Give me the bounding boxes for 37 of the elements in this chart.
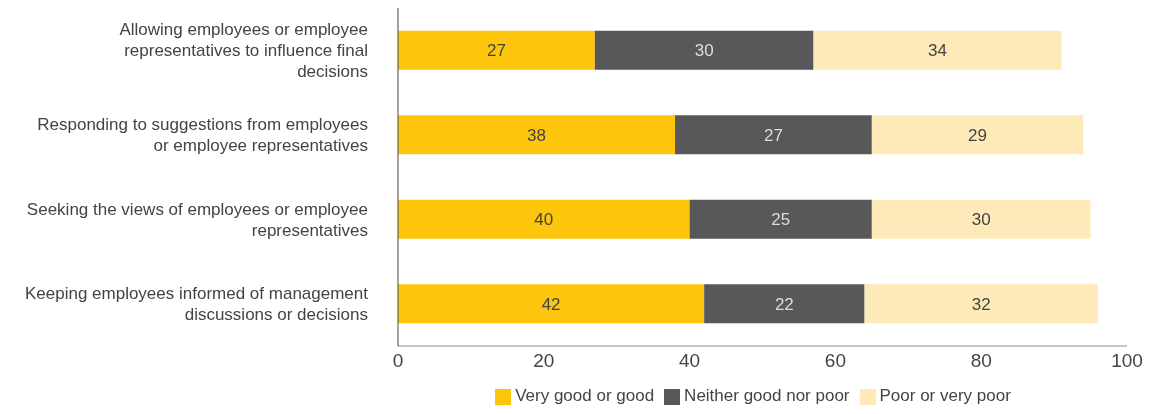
x-tick-label: 80 (970, 350, 992, 372)
legend-label: Very good or good (515, 386, 655, 405)
data-label: 25 (771, 210, 791, 230)
y-tick-label: Allowing employees or employee representatives to influence final decisions (119, 20, 368, 82)
bar (864, 284, 1098, 324)
bar (398, 199, 690, 239)
data-label: 29 (968, 125, 988, 145)
bar (398, 115, 676, 155)
bar (871, 115, 1084, 155)
y-tick-label: Seeking the views of employees or employee representatives (26, 199, 368, 240)
bar (398, 30, 595, 70)
data-label: 38 (527, 125, 546, 145)
x-tick-label: 60 (824, 350, 846, 372)
data-label: 40 (534, 210, 554, 230)
bar (689, 199, 872, 239)
x-tick-label: 100 (1111, 350, 1143, 372)
x-tick-label: 40 (679, 350, 701, 372)
bar (813, 30, 1062, 70)
bar (675, 115, 872, 155)
bar (398, 284, 705, 324)
data-label: 30 (694, 41, 714, 61)
data-label: 32 (971, 294, 991, 314)
x-tick-label: 0 (392, 350, 404, 372)
data-label: 30 (971, 210, 991, 230)
legend-label: Neither good nor poor (684, 386, 850, 405)
data-label: 34 (928, 41, 947, 61)
bar (871, 199, 1091, 239)
data-label: 22 (774, 294, 794, 314)
bar (704, 284, 865, 324)
legend-label: Poor or very poor (879, 386, 1011, 405)
y-tick-label: Responding to suggestions from employees or employee representatives (37, 115, 368, 156)
data-label: 27 (486, 41, 506, 61)
x-tick-label: 20 (533, 350, 555, 372)
data-label: 27 (763, 125, 783, 145)
data-label: 42 (541, 294, 561, 314)
bar (594, 30, 814, 70)
y-tick-label: Keeping employees informed of management discussions or decisions (24, 284, 369, 325)
